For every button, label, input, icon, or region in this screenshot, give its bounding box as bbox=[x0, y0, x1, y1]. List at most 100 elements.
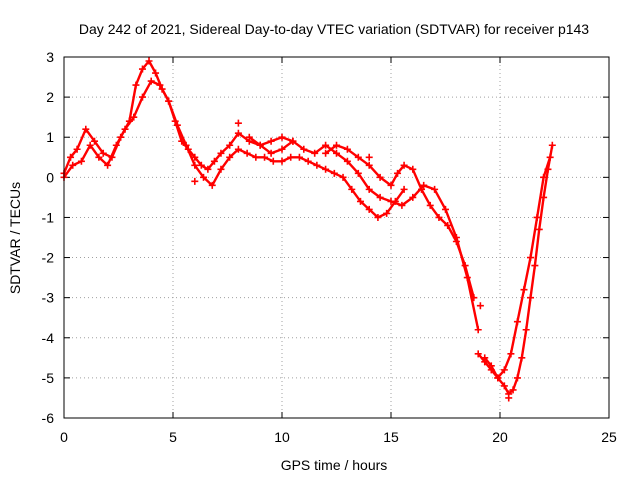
y-tick-label: -4 bbox=[42, 330, 55, 346]
x-tick-label: 20 bbox=[492, 429, 508, 445]
data-point-marker bbox=[527, 254, 535, 262]
data-point-marker bbox=[531, 262, 539, 270]
data-point-marker bbox=[452, 238, 460, 246]
data-point-marker bbox=[470, 294, 478, 302]
data-point-marker bbox=[300, 145, 308, 153]
data-point-marker bbox=[400, 185, 408, 193]
data-point-marker bbox=[522, 326, 530, 334]
data-point-marker bbox=[267, 149, 275, 157]
data-point-marker bbox=[252, 153, 260, 161]
x-axis-label: GPS time / hours bbox=[281, 457, 388, 473]
data-point-marker bbox=[121, 125, 129, 133]
data-point-marker bbox=[204, 165, 212, 173]
data-point-marker bbox=[505, 394, 513, 402]
data-point-marker bbox=[474, 326, 482, 334]
data-point-marker bbox=[442, 205, 449, 213]
data-point-marker bbox=[278, 145, 286, 153]
data-point-marker bbox=[354, 153, 362, 161]
x-tick-label: 5 bbox=[169, 429, 177, 445]
y-tick-label: 3 bbox=[46, 49, 54, 65]
y-tick-label: 2 bbox=[46, 89, 54, 105]
data-point-marker bbox=[546, 153, 554, 161]
y-tick-label: -1 bbox=[42, 209, 55, 225]
data-point-marker bbox=[295, 153, 303, 161]
data-point-marker bbox=[267, 137, 275, 145]
y-tick-label: -6 bbox=[42, 410, 55, 426]
data-point-marker bbox=[197, 161, 205, 169]
series-arc-6 bbox=[481, 153, 554, 382]
data-point-marker bbox=[333, 141, 340, 149]
data-point-marker bbox=[481, 354, 489, 362]
y-tick-labels: -6 -5 -4 -3 -2 -1 0 1 2 3 bbox=[42, 49, 55, 426]
data-point-marker bbox=[130, 113, 138, 121]
data-point-marker bbox=[487, 362, 495, 370]
data-point-marker bbox=[494, 374, 502, 382]
chart-title: Day 242 of 2021, Sidereal Day-to-day VTE… bbox=[79, 21, 589, 37]
x-tick-label: 15 bbox=[383, 429, 399, 445]
data-point-marker bbox=[398, 201, 406, 209]
data-point-marker bbox=[287, 153, 295, 161]
y-tick-label: -2 bbox=[42, 250, 55, 266]
data-point-marker bbox=[500, 382, 508, 390]
data-point-marker bbox=[339, 173, 347, 181]
data-point-marker bbox=[520, 286, 528, 294]
data-point-marker bbox=[322, 149, 330, 157]
data-point-marker bbox=[387, 181, 395, 189]
data-point-marker bbox=[147, 77, 155, 85]
grid-lines bbox=[64, 57, 609, 418]
y-axis-label: SDTVAR / TECUs bbox=[7, 182, 23, 294]
data-point-marker bbox=[409, 165, 417, 173]
data-point-marker bbox=[343, 145, 351, 153]
data-point-marker bbox=[330, 169, 338, 177]
data-point-marker bbox=[400, 161, 408, 169]
data-point-marker bbox=[112, 141, 120, 149]
data-point-marker bbox=[500, 366, 508, 374]
data-point-marker bbox=[444, 221, 452, 229]
data-point-marker bbox=[348, 185, 356, 193]
data-point-marker bbox=[95, 153, 103, 161]
data-point-marker bbox=[152, 69, 160, 77]
data-point-marker bbox=[289, 137, 297, 145]
data-point-marker bbox=[533, 213, 541, 221]
data-point-marker bbox=[365, 153, 373, 161]
data-point-marker bbox=[311, 149, 319, 157]
data-point-marker bbox=[540, 173, 548, 181]
data-point-marker bbox=[374, 213, 382, 221]
data-point-marker bbox=[269, 157, 277, 165]
data-point-marker bbox=[527, 294, 535, 302]
data-point-marker bbox=[73, 145, 81, 153]
data-point-marker bbox=[182, 141, 190, 149]
data-point-marker bbox=[518, 354, 526, 362]
data-point-marker bbox=[69, 161, 77, 169]
data-point-marker bbox=[86, 141, 94, 149]
y-tick-label: 1 bbox=[46, 129, 54, 145]
x-tick-labels: 0 5 10 15 20 25 bbox=[60, 429, 617, 445]
data-point-marker bbox=[234, 129, 242, 137]
series-line bbox=[248, 136, 480, 331]
data-point-marker bbox=[226, 153, 234, 161]
data-point-marker bbox=[354, 169, 362, 177]
data-point-marker bbox=[234, 119, 242, 127]
data-point-marker bbox=[156, 81, 164, 89]
x-tick-label: 25 bbox=[601, 429, 617, 445]
series-arc-3 bbox=[245, 133, 482, 334]
data-point-marker bbox=[343, 157, 351, 165]
data-point-marker bbox=[426, 201, 434, 209]
data-series bbox=[60, 57, 556, 402]
data-point-marker bbox=[138, 93, 146, 101]
plot-frame bbox=[63, 56, 610, 419]
data-point-marker bbox=[383, 209, 391, 217]
data-point-marker bbox=[387, 197, 395, 205]
data-point-marker bbox=[431, 185, 439, 193]
data-point-marker bbox=[99, 149, 107, 157]
data-point-marker bbox=[210, 157, 218, 165]
data-point-marker bbox=[208, 181, 216, 189]
data-point-marker bbox=[82, 125, 90, 133]
data-point-marker bbox=[535, 225, 543, 233]
data-point-marker bbox=[138, 65, 146, 73]
data-point-marker bbox=[226, 141, 234, 149]
data-point-marker bbox=[409, 193, 417, 201]
data-point-marker bbox=[509, 386, 517, 394]
